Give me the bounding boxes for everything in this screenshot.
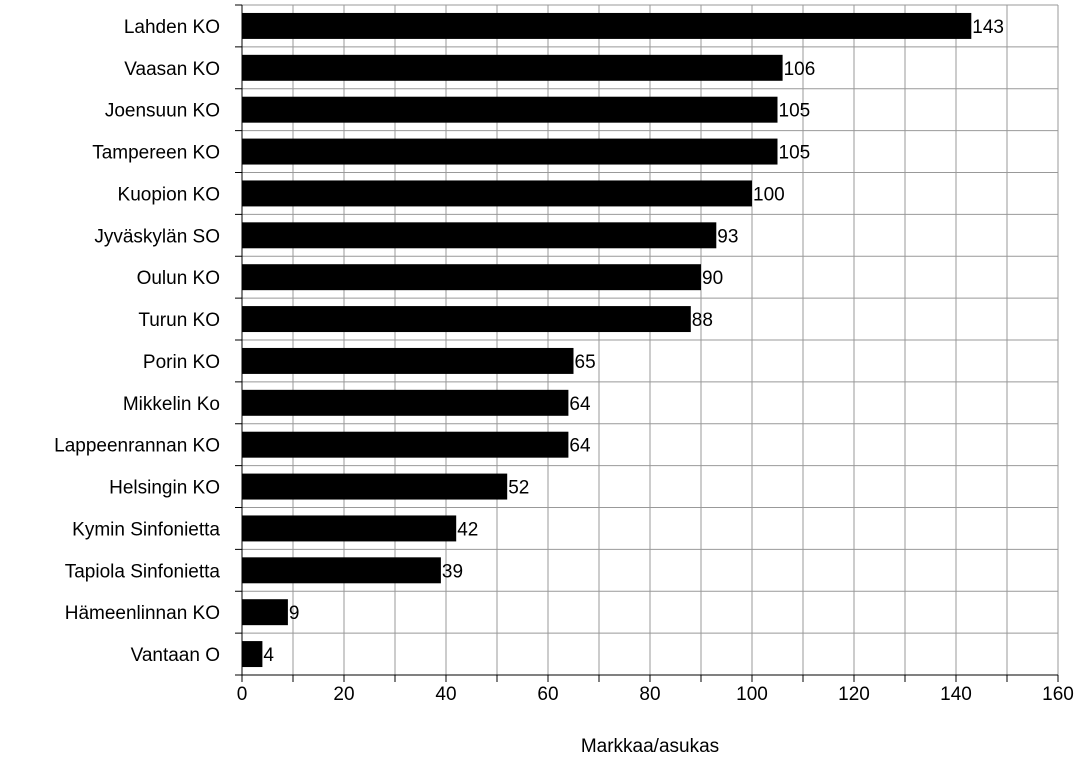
value-labels: 143 106 105 105 100 93 90 88 65 64 64 52 42 39 94 [263,17,1004,666]
value-label: 65 [575,352,596,373]
x-tick-label: 100 [736,684,768,705]
x-tick-label: 60 [537,684,558,705]
category-label: Lahden KO [124,17,220,38]
x-tick-label: 120 [838,684,870,705]
category-label: Kymin Sinfonietta [72,519,220,540]
bar [242,557,441,584]
category-label: Joensuun KO [105,101,220,122]
category-label: Oulun KO [137,268,220,289]
value-label: 90 [702,268,723,289]
bar [242,54,783,81]
category-label: Hämeenlinnan KO [65,603,220,624]
category-label: Lappeenrannan KO [54,436,220,457]
bar [242,515,457,542]
category-label: Turun KO [138,310,220,331]
bars [242,12,972,668]
bar [242,96,778,123]
value-label: 93 [717,226,738,247]
value-label: 106 [784,59,816,80]
value-label: 64 [569,394,591,415]
bar [242,347,574,374]
bar [242,264,701,291]
value-label: 9 [289,603,300,624]
bar [242,473,508,500]
x-tick-label: 0 [237,684,248,705]
value-label: 143 [972,17,1004,38]
x-tick-label: 160 [1042,684,1074,705]
category-label: Tampereen KO [92,143,220,164]
category-label: Helsingin KO [109,478,220,499]
bar [242,431,569,458]
category-label: Tapiola Sinfonietta [65,561,221,582]
bar [242,222,717,249]
x-tick-label: 40 [435,684,456,705]
x-tick-labels: 0 20 40 60 80 100 120 140 160 [237,684,1074,705]
category-label: Porin KO [143,352,220,373]
category-label: Mikkelin Ko [123,394,220,415]
value-label: 42 [457,519,478,540]
value-label: 39 [442,561,463,582]
category-label: Jyväskylän SO [94,226,220,247]
category-label: Vantaan O [131,645,220,666]
x-tick-label: 20 [333,684,354,705]
x-tick-label: 140 [940,684,972,705]
bar [242,599,288,626]
x-tick-label: 80 [639,684,660,705]
value-label: 52 [508,478,529,499]
bar [242,389,569,416]
category-label: Vaasan KO [124,59,220,80]
value-label: 4 [263,645,274,666]
bar [242,180,752,207]
bar [242,12,972,39]
value-label: 88 [692,310,713,331]
category-label: Kuopion KO [118,184,220,205]
value-label: 105 [779,101,811,122]
bar [242,306,691,333]
bar [242,138,778,165]
value-label: 105 [779,143,811,164]
category-labels: Lahden KO Vaasan KO Joensuun KO Tampereen K… [54,17,220,666]
bar [242,641,263,668]
axes [235,4,1059,682]
value-label: 64 [569,436,591,457]
x-axis-title: Markkaa/asukas [581,736,719,757]
value-label: 100 [753,184,785,205]
